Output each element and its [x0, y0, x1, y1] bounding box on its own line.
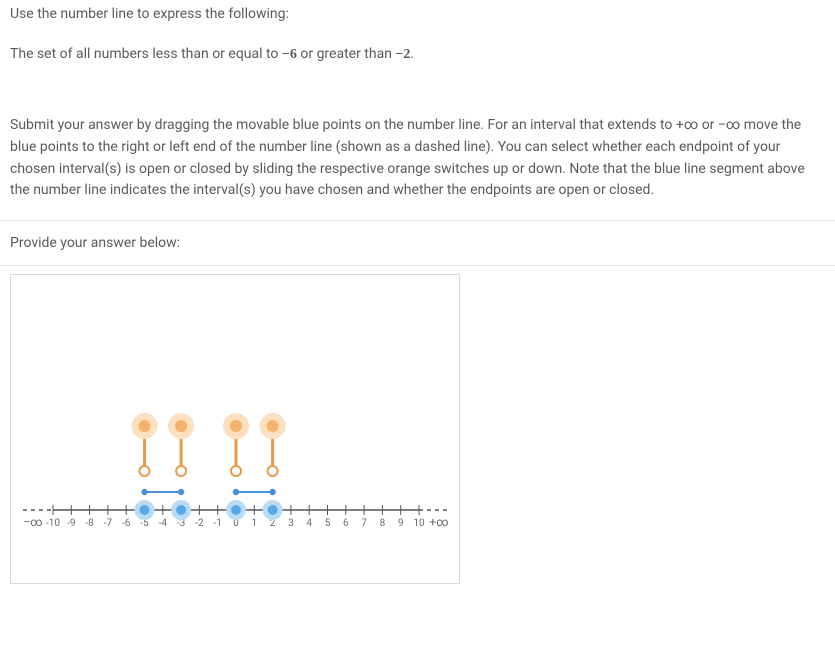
blue-handle-dot[interactable] — [231, 505, 241, 515]
endpoint-toggle[interactable] — [168, 413, 194, 476]
tick-label: -4 — [159, 518, 168, 529]
tick-label: -7 — [104, 518, 113, 529]
tick-label: -6 — [122, 518, 131, 529]
question-prompt-1: Use the number line to express the follo… — [10, 4, 825, 26]
toggle-closed-knob[interactable] — [230, 420, 242, 432]
tick-label: 1 — [251, 518, 257, 529]
toggle-open-knob[interactable] — [140, 466, 150, 476]
blue-handle-dot[interactable] — [268, 505, 278, 515]
tick-label: -2 — [195, 518, 204, 529]
q2-n2: −2 — [395, 47, 410, 62]
blue-handle[interactable] — [263, 500, 283, 520]
endpoint-toggle[interactable] — [260, 413, 286, 476]
q2-prefix: The set of all numbers less than or equa… — [10, 46, 282, 62]
numberline-canvas[interactable]: -10-9-8-7-6-5-4-3-2-1012345678910−∞+∞ — [10, 274, 460, 584]
question-instructions: Submit your answer by dragging the movab… — [10, 115, 825, 202]
answer-prompt: Provide your answer below: — [0, 221, 835, 265]
interval-endpoint-closed — [269, 489, 275, 495]
tick-label: 6 — [343, 518, 349, 529]
toggle-open-knob[interactable] — [268, 466, 278, 476]
q2-n1: −6 — [282, 47, 297, 62]
endpoint-toggle[interactable] — [223, 413, 249, 476]
endpoint-toggle[interactable] — [132, 413, 158, 476]
tick-label: 5 — [325, 518, 331, 529]
numberline-svg[interactable]: -10-9-8-7-6-5-4-3-2-1012345678910−∞+∞ — [11, 275, 460, 584]
tick-label: 7 — [361, 518, 367, 529]
interval-endpoint-closed — [141, 489, 147, 495]
blue-handle-dot[interactable] — [176, 505, 186, 515]
tick-label: 9 — [398, 518, 404, 529]
tick-label: -1 — [214, 518, 222, 529]
tick-label: 8 — [380, 518, 386, 529]
interval-endpoint-closed — [178, 489, 184, 495]
q2-mid: or greater than — [297, 46, 396, 62]
neg-infinity-label: −∞ — [23, 515, 42, 529]
interval-endpoint-closed — [233, 489, 239, 495]
tick-label: -9 — [67, 518, 75, 529]
blue-handle[interactable] — [135, 500, 155, 520]
pos-infinity-label: +∞ — [429, 515, 448, 529]
question-prompt-2: The set of all numbers less than or equa… — [10, 44, 825, 66]
tick-label: 4 — [306, 518, 312, 529]
blue-handle[interactable] — [171, 500, 191, 520]
toggle-open-knob[interactable] — [176, 466, 186, 476]
blue-handle[interactable] — [226, 500, 246, 520]
q2-suffix: . — [410, 46, 414, 62]
toggle-closed-knob[interactable] — [267, 420, 279, 432]
toggle-open-knob[interactable] — [231, 466, 241, 476]
blue-handle-dot[interactable] — [140, 505, 150, 515]
toggle-closed-knob[interactable] — [139, 420, 151, 432]
divider-2 — [0, 265, 835, 266]
tick-label: -10 — [46, 518, 60, 529]
tick-label: 10 — [413, 518, 425, 529]
toggle-closed-knob[interactable] — [175, 420, 187, 432]
tick-label: 3 — [288, 518, 294, 529]
tick-label: -8 — [85, 518, 94, 529]
